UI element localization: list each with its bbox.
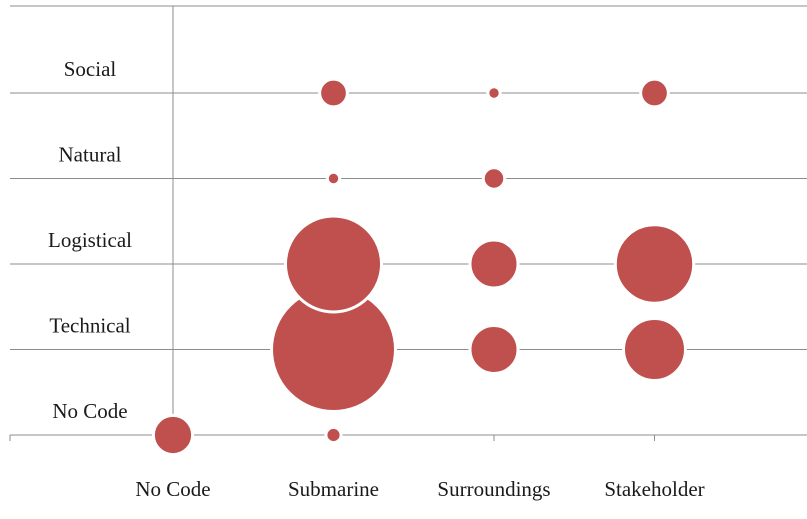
grid-lines xyxy=(10,5,807,436)
bubble-stakeholder-social xyxy=(639,77,670,109)
bubble-submarine-no-code xyxy=(324,425,343,445)
y-tick-label: Logistical xyxy=(48,228,132,252)
bubbles xyxy=(151,77,696,457)
x-tick-label: Submarine xyxy=(288,477,379,501)
x-tick-label: No Code xyxy=(135,477,210,501)
bubble-surroundings-logistical xyxy=(468,238,520,290)
bubble-surroundings-technical xyxy=(468,323,520,376)
bubble-submarine-natural xyxy=(325,170,342,187)
bubble-submarine-logistical xyxy=(283,214,384,314)
bubble-submarine-social xyxy=(318,77,349,109)
y-tick-label: Natural xyxy=(59,143,122,167)
bubble-stakeholder-technical xyxy=(622,317,687,382)
y-tick-label: No Code xyxy=(52,399,127,423)
tick-labels: No Code Technical Logistical Natural Social N… xyxy=(48,57,705,501)
y-tick-label: Technical xyxy=(49,314,130,338)
bubble-surroundings-natural xyxy=(481,166,507,191)
bubble-stakeholder-logistical xyxy=(613,223,696,305)
bubble-surroundings-social xyxy=(486,85,502,101)
x-tick-label: Stakeholder xyxy=(604,477,704,501)
y-tick-label: Social xyxy=(64,57,117,81)
bubble-no-code-no-code xyxy=(151,413,195,457)
x-tick-label: Surroundings xyxy=(437,477,550,501)
